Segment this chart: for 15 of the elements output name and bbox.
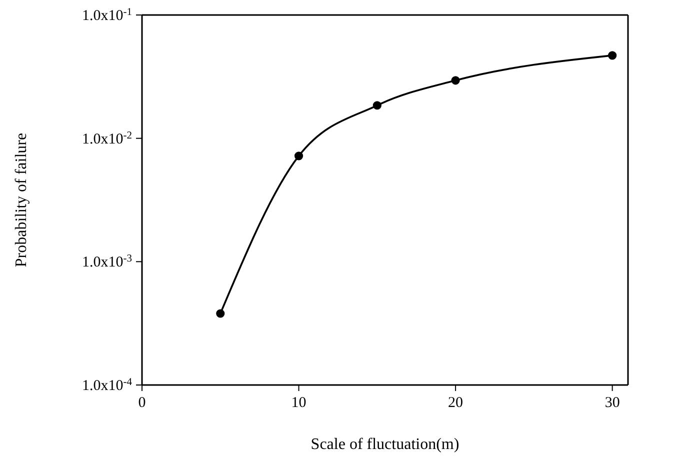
y-tick-label: 1.0x10$^{-3}$ bbox=[82, 253, 132, 271]
x-tick-label: 20 bbox=[448, 395, 464, 411]
point bbox=[372, 101, 382, 110]
y-tick-label: 1.0x10$^{-4}$ bbox=[82, 376, 133, 394]
y-axis-title: Probability of failure bbox=[13, 132, 30, 268]
x-tick-label: 10 bbox=[291, 395, 306, 411]
point bbox=[216, 309, 225, 318]
point bbox=[608, 51, 617, 60]
y-tick-label: 1.0x10$^{-2}$ bbox=[82, 130, 132, 148]
x-tick-label: 0 bbox=[138, 395, 146, 411]
x-tick-label: 30 bbox=[604, 395, 620, 411]
y-tick-label: 1.0x10$^{-1}$ bbox=[82, 6, 132, 24]
point bbox=[294, 152, 304, 160]
point bbox=[451, 76, 460, 85]
x-axis-title: Scale of fluctuation(m) bbox=[310, 436, 460, 453]
